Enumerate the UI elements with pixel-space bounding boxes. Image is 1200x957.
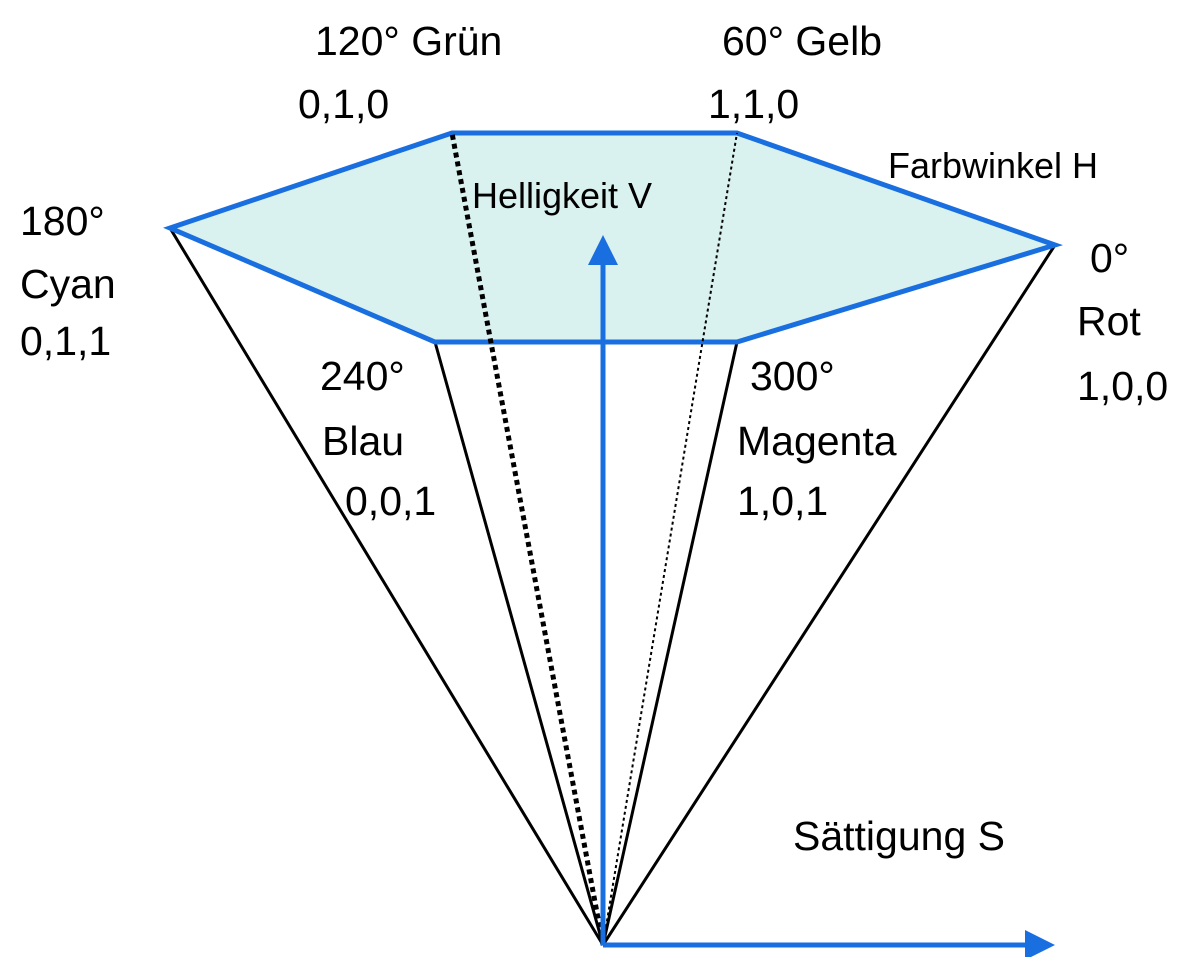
vertex-label: Rot	[1077, 298, 1141, 344]
vertex-rgb: 0,1,0	[298, 81, 389, 127]
vertex-label: 60° Gelb	[722, 18, 882, 64]
vertex-label: 300°	[750, 353, 835, 399]
vertex-rgb: 1,0,0	[1077, 363, 1168, 409]
cone-edge	[168, 227, 605, 946]
vertex-rgb: 1,1,0	[708, 81, 799, 127]
vertex-rgb: 0,0,1	[345, 478, 436, 524]
hue-label: Farbwinkel H	[888, 145, 1098, 186]
vertex-label: 180°	[20, 198, 105, 244]
vertex-rgb: 0,1,1	[20, 318, 111, 364]
vertex-label: 120° Grün	[315, 18, 502, 64]
vertex-label: Cyan	[20, 261, 116, 307]
hidden-edge	[449, 132, 606, 946]
cone-edge	[601, 341, 739, 946]
hidden-edge	[602, 132, 738, 946]
vertex-rgb: 1,0,1	[737, 478, 828, 524]
cone-edge	[601, 244, 1057, 946]
saturation-label: Sättigung S	[793, 813, 1005, 859]
vertex-label: Blau	[322, 418, 404, 464]
vertex-label: Magenta	[737, 418, 897, 464]
value-label: Helligkeit V	[472, 175, 652, 216]
cone-edge	[433, 341, 605, 946]
vertex-label: 0°	[1090, 235, 1129, 281]
vertex-label: 240°	[320, 353, 405, 399]
